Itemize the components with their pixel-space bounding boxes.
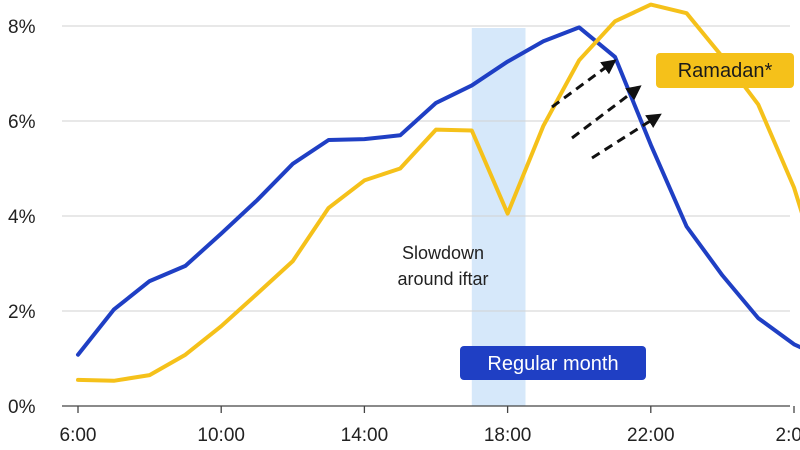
y-tick-label: 8% — [8, 17, 36, 38]
x-tick-label: 22:00 — [627, 425, 675, 446]
series — [76, 2, 800, 383]
shift-arrow — [551, 59, 617, 109]
grid — [62, 25, 790, 407]
x-tick-label: 14:00 — [341, 425, 389, 446]
legend-ramadan-badge — [656, 53, 794, 88]
legend-ramadan: Ramadan* — [656, 53, 794, 88]
slowdown-annotation-line1: Slowdown — [402, 243, 484, 263]
x-tick-label: 18:00 — [484, 425, 532, 446]
x-tick-label: 6:00 — [60, 425, 97, 446]
iftar-band — [471, 28, 526, 406]
legend-regular-badge — [460, 346, 646, 380]
regular-month-line — [76, 25, 800, 357]
shift-arrow — [591, 113, 662, 160]
x-tick-label: 2:00 — [776, 425, 800, 446]
y-tick-label: 6% — [8, 112, 36, 133]
y-tick-label: 0% — [8, 397, 36, 418]
shift-arrow — [571, 85, 642, 140]
y-tick-label: 2% — [8, 302, 36, 323]
legend-regular-label: Regular month — [487, 353, 618, 375]
shift-arrows — [551, 59, 662, 160]
legend-ramadan-label: Ramadan* — [678, 60, 773, 82]
slowdown-annotation-line2: around iftar — [397, 269, 488, 289]
y-axis-ticks: 0% 2% 4% 6% 8% — [8, 17, 36, 418]
iftar-highlight-band — [471, 28, 526, 406]
y-tick-label: 4% — [8, 207, 36, 228]
legend-regular-month: Regular month — [460, 346, 646, 380]
ramadan-line — [76, 2, 800, 383]
x-tick-label: 10:00 — [197, 425, 245, 446]
x-axis-ticks: 6:00 10:00 14:00 18:00 22:00 2:00 — [60, 406, 800, 446]
